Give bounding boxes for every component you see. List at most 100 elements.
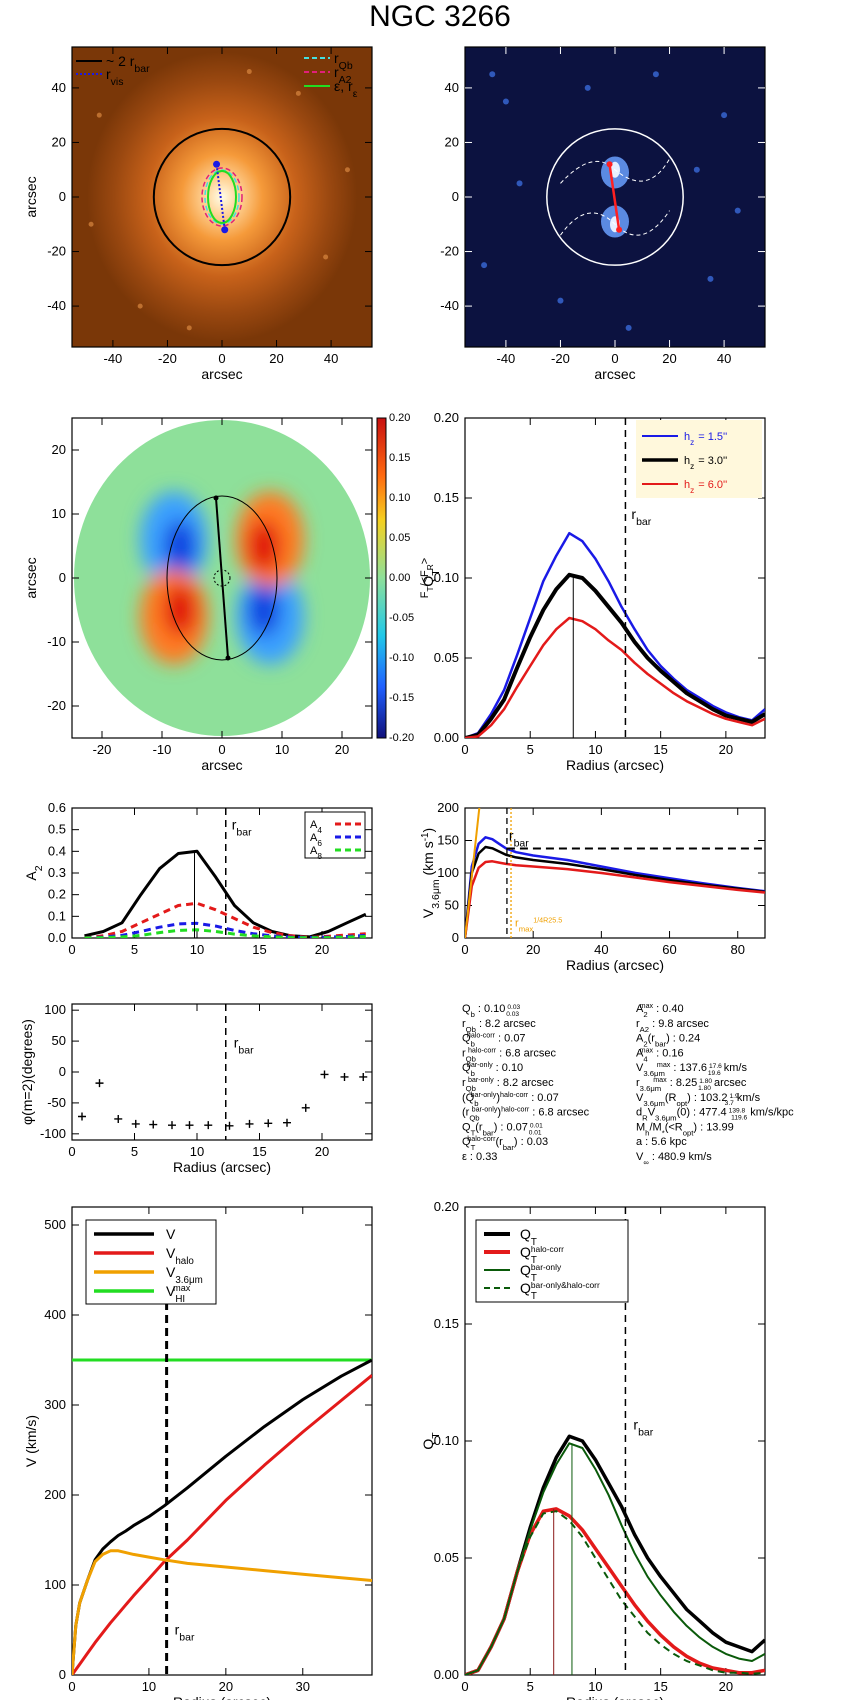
legend-label: rA2 — [334, 64, 352, 86]
text-part: V — [636, 1092, 644, 1104]
y-tick-label: -50 — [47, 1095, 66, 1110]
text-part: halo-corr — [467, 1135, 496, 1143]
star-speck — [481, 262, 488, 269]
rbar-label: rbar — [631, 506, 651, 528]
y-tick-label: 150 — [437, 833, 459, 848]
text-part: r — [234, 1034, 239, 1050]
y-axis-label: A2 — [23, 865, 45, 880]
text-part: 1.80 — [699, 1078, 712, 1085]
text-part: b — [471, 1010, 475, 1019]
x-tick-label: 0 — [68, 1144, 75, 1159]
text-part: : 0.03 — [521, 1136, 549, 1148]
text-part: : 0.07 — [531, 1092, 559, 1104]
star-speck — [516, 180, 523, 187]
star-speck — [295, 90, 301, 96]
text-part: Q — [420, 1439, 436, 1450]
x-axis-label: Radius (arcsec) — [566, 957, 664, 973]
series-line-black — [465, 845, 765, 938]
rvis-end — [213, 160, 221, 168]
y-tick-label: 200 — [437, 800, 459, 815]
y-tick-label: 0 — [452, 189, 459, 204]
text-part: V — [166, 1264, 176, 1280]
x-tick-label: 20 — [269, 351, 283, 366]
legend-label: hz = 6.0'' — [684, 479, 727, 495]
text-part: halo-corr — [500, 1091, 529, 1099]
y-tick-label: 100 — [44, 1577, 66, 1592]
y-tick-label: -40 — [440, 298, 459, 313]
y-axis-label: V (km/s) — [23, 1415, 39, 1467]
text-part: : 103.2 — [694, 1092, 728, 1104]
panel-p7: 0 5 10 15 20 -100 -50 0 50 100 Radius (arcsec) φ(m=… — [19, 1002, 373, 1175]
y-tick-label: 0.00 — [434, 1667, 459, 1682]
x-tick-label: 10 — [142, 1679, 156, 1694]
plot-frame — [71, 1206, 373, 1676]
text-part: ) — [514, 1136, 518, 1148]
text-part: bar-only&halo-corr — [531, 1280, 600, 1290]
bar-end — [213, 495, 219, 501]
colorbar-tick: -0.15 — [389, 692, 414, 704]
plot-area — [72, 1358, 372, 1675]
y-tick-label: 0 — [452, 930, 459, 945]
text-part: /<F — [419, 570, 431, 586]
text-part: b — [471, 1069, 475, 1078]
text-part: 19.6 — [708, 1070, 721, 1077]
text-part: max — [173, 1283, 191, 1293]
text-part: r — [232, 817, 237, 833]
star-speck — [186, 325, 192, 331]
series-line-0 — [465, 1434, 765, 1675]
parameter-row: rQbbar-only: 8.2 arcsec — [462, 1076, 554, 1093]
plot-area — [465, 808, 765, 938]
text-part: T — [531, 1255, 537, 1266]
text-part: Q — [462, 1062, 471, 1074]
y-axis-label: arcsec — [23, 176, 39, 217]
text-part: 3.6μm — [643, 1098, 665, 1107]
x-tick-label: 15 — [653, 742, 667, 757]
y-tick-label: 0.05 — [434, 1550, 459, 1565]
text-part: arcsec — [711, 1077, 747, 1089]
text-part: 119.6 — [731, 1114, 747, 1121]
plot-area — [465, 1434, 765, 1675]
x-tick-label: 0 — [611, 351, 618, 366]
y-axis-label: V3.6μm (km s-1) — [420, 828, 443, 918]
star-speck — [246, 69, 252, 75]
x-tick-label: 30 — [296, 1679, 310, 1694]
text-part: A — [636, 1033, 644, 1045]
series-line-2 — [465, 1442, 765, 1675]
legend-label: hz = 3.0'' — [684, 455, 727, 471]
x-tick-label: 0 — [68, 1679, 75, 1694]
bar-axis-line — [608, 164, 621, 230]
x-tick-label: 10 — [588, 1679, 602, 1694]
y-tick-label: -20 — [47, 244, 66, 259]
phase-point — [149, 1120, 158, 1129]
text-part: d — [636, 1107, 642, 1119]
phase-point — [78, 1112, 86, 1121]
star-speck — [584, 84, 591, 91]
parameter-row: Qbhalo-corr: 0.07 — [462, 1032, 526, 1049]
text-part: r — [636, 1018, 640, 1030]
x-tick-label: 5 — [131, 942, 138, 957]
colorbar-tick: -0.20 — [389, 732, 414, 744]
text-part: r — [462, 1018, 466, 1030]
y-tick-label: 50 — [52, 1033, 66, 1048]
phase-point — [168, 1121, 176, 1130]
x-axis-label: arcsec — [594, 366, 635, 382]
phase-point — [301, 1103, 310, 1112]
text-part: ) — [420, 828, 436, 833]
text-part: T — [531, 1273, 537, 1284]
text-part: 2 — [643, 1039, 647, 1048]
text-part: : 6.8 arcsec — [499, 1047, 556, 1059]
x-tick-label: 5 — [527, 742, 534, 757]
circle-2rbar — [152, 127, 292, 267]
y-tick-label: 500 — [44, 1217, 66, 1232]
x-tick-label: 15 — [252, 1144, 266, 1159]
series-line-orange — [72, 1549, 372, 1675]
phase-point — [95, 1079, 104, 1088]
text-part: bar — [236, 827, 252, 839]
text-part: : 5.6 kpc — [645, 1136, 687, 1148]
text-part: T — [471, 1143, 476, 1152]
text-part: ε — [462, 1151, 467, 1163]
text-part: F — [419, 591, 431, 598]
parameter-row: A2(rbar): 0.24 — [636, 1033, 700, 1049]
parameter-row: Mh/M*(<Ropt): 13.99 — [636, 1121, 734, 1137]
y-tick-label: 10 — [52, 506, 66, 521]
